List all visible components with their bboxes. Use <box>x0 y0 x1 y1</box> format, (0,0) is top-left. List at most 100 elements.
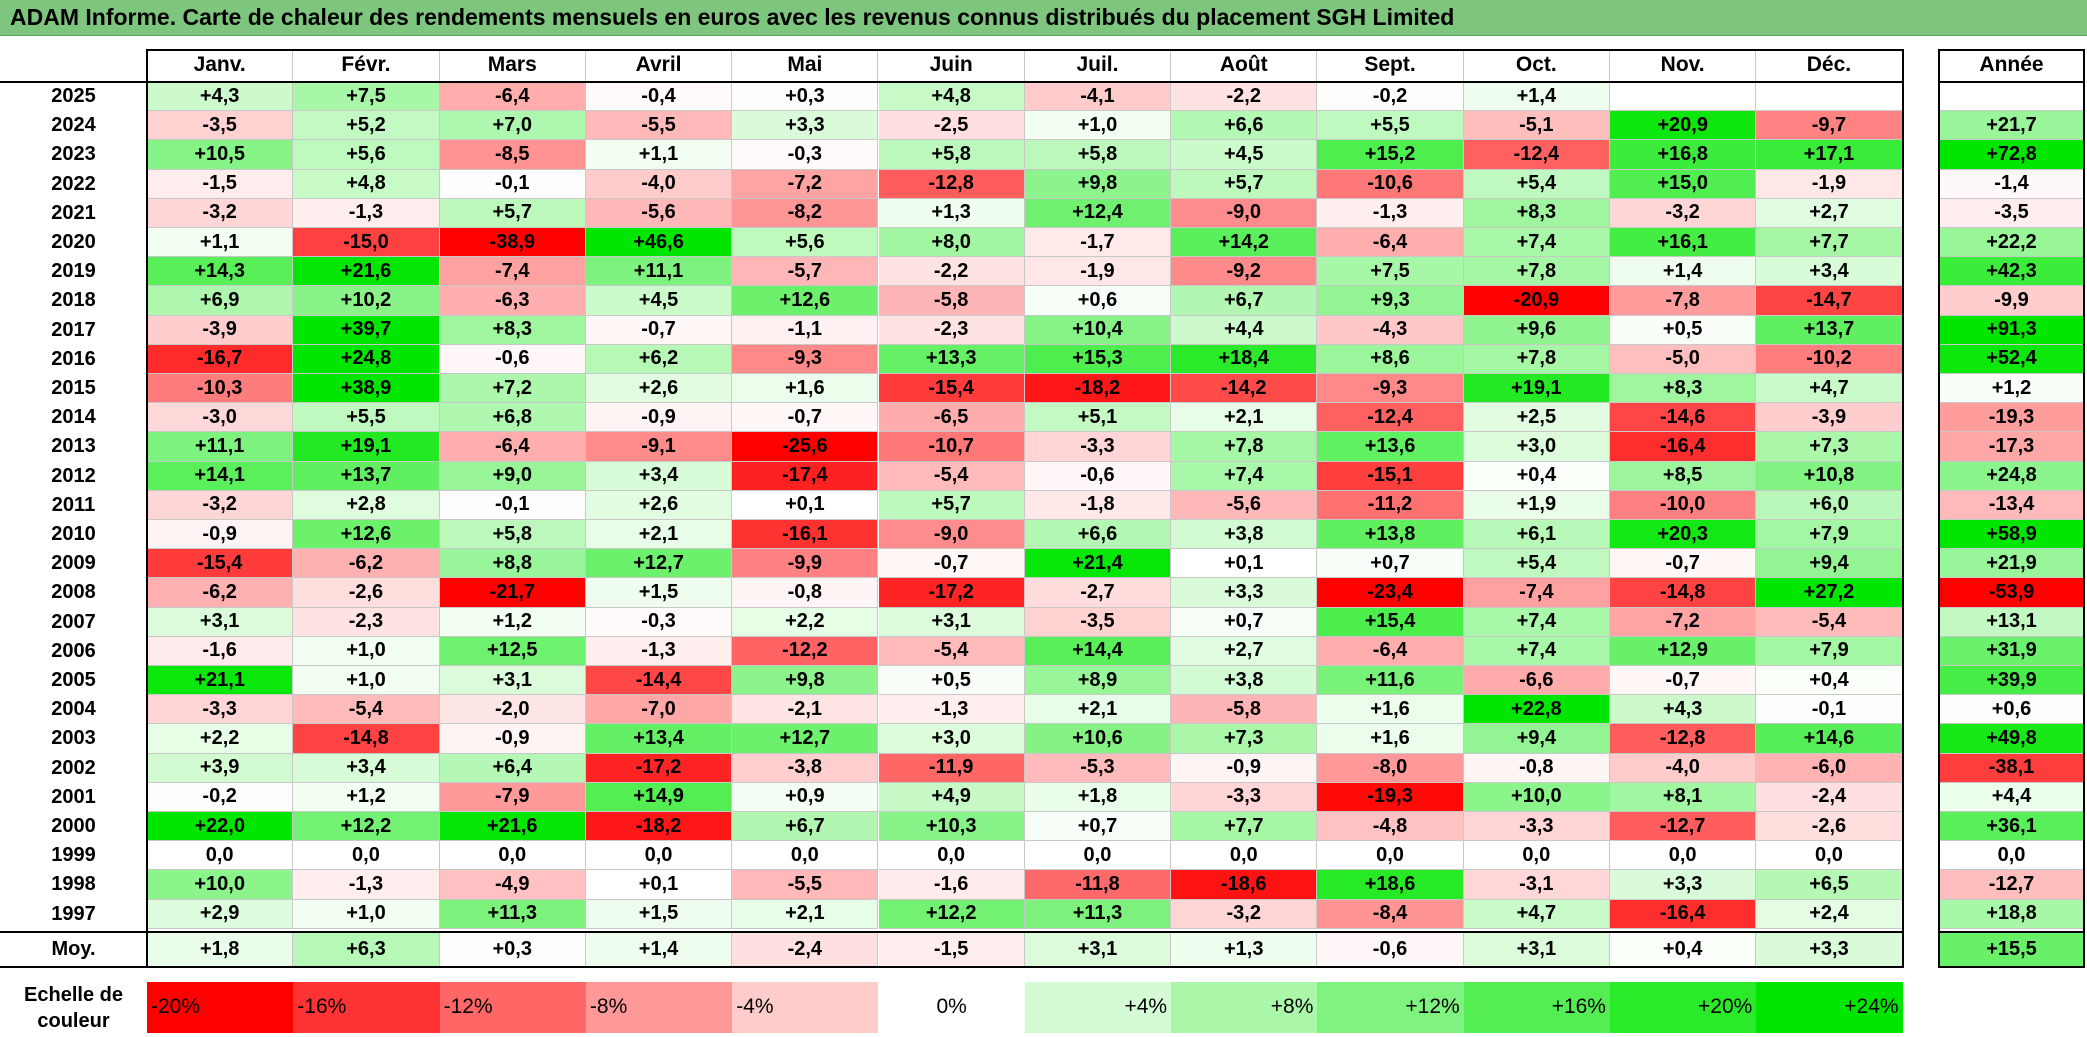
heatmap-cell: +0,9 <box>732 782 879 812</box>
heatmap-cell: +2,1 <box>732 899 879 929</box>
month-header: Sept. <box>1317 49 1464 82</box>
heatmap-cell: +12,6 <box>732 286 879 316</box>
heatmap-cell: +14,9 <box>585 782 733 812</box>
heatmap-cell: +6,0 <box>1756 490 1903 520</box>
heatmap-cell: +46,6 <box>585 228 733 258</box>
heatmap-cell: -18,2 <box>1024 374 1172 404</box>
heatmap-cell: +0,6 <box>1024 286 1172 316</box>
heatmap-cell: +6,1 <box>1463 520 1610 550</box>
heatmap-cell: +10,6 <box>1024 724 1172 754</box>
heatmap-cell: +9,4 <box>1463 724 1610 754</box>
heatmap-cell: +15,0 <box>1610 169 1757 199</box>
heatmap-cell: -3,0 <box>147 403 294 433</box>
heatmap-cell: -4,1 <box>1024 82 1172 112</box>
heatmap-cell: -0,4 <box>585 82 733 112</box>
page-title: ADAM Informe. Carte de chaleur des rende… <box>0 0 2087 36</box>
heatmap-cell: -16,4 <box>1610 432 1757 462</box>
heatmap-cell: -4,0 <box>585 169 733 199</box>
heatmap-cell: +2,7 <box>1171 636 1318 666</box>
heatmap-cell: +7,5 <box>293 82 440 112</box>
heatmap-cell: +1,2 <box>439 607 586 637</box>
heatmap-cell: -14,6 <box>1610 403 1757 433</box>
heatmap-cell: -8,0 <box>1317 753 1464 783</box>
heatmap-cell: 0,0 <box>1024 841 1172 871</box>
average-cell: +1,8 <box>147 932 294 967</box>
heatmap-cell: +6,8 <box>439 403 586 433</box>
heatmap-cell: +7,4 <box>1463 636 1610 666</box>
heatmap-cell: -1,9 <box>1756 169 1903 199</box>
heatmap-cell: +3,0 <box>878 724 1025 754</box>
heatmap-cell: -5,5 <box>732 870 879 900</box>
heatmap-cell: -0,2 <box>147 782 294 812</box>
heatmap-cell: +6,5 <box>1756 870 1903 900</box>
heatmap-cell: -0,6 <box>439 344 586 374</box>
heatmap-cell: -1,1 <box>732 315 879 345</box>
year-label: 2007 <box>51 610 96 633</box>
heatmap-cell: -4,9 <box>439 870 586 900</box>
month-header: Août <box>1171 49 1318 82</box>
average-cell: +6,3 <box>293 932 440 967</box>
heatmap-cell: +2,7 <box>1756 198 1903 228</box>
heatmap-cell: +4,8 <box>878 82 1025 112</box>
heatmap-cell: +22,8 <box>1463 695 1610 725</box>
heatmap-cell: -5,8 <box>878 286 1025 316</box>
heatmap-cell: -0,7 <box>585 315 733 345</box>
heatmap-cell: +20,9 <box>1610 111 1757 141</box>
heatmap-cell: +0,7 <box>1171 607 1318 637</box>
annual-cell: +0,6 <box>1939 695 2085 725</box>
heatmap-cell: +7,8 <box>1463 344 1610 374</box>
heatmap-cell: +2,4 <box>1756 899 1903 929</box>
heatmap-cell: +10,2 <box>293 286 440 316</box>
heatmap-cell: +0,1 <box>585 870 733 900</box>
heatmap-cell: +2,2 <box>732 607 879 637</box>
heatmap-cell: +5,2 <box>293 111 440 141</box>
heatmap-cell: -14,2 <box>1171 374 1318 404</box>
heatmap-cell: +2,1 <box>1024 695 1172 725</box>
heatmap-cell: +3,9 <box>147 753 294 783</box>
heatmap-cell: +5,4 <box>1463 549 1610 579</box>
heatmap-cell: +2,1 <box>585 520 733 550</box>
heatmap-cell: +1,0 <box>293 899 440 929</box>
annual-cell: +21,7 <box>1939 111 2085 141</box>
heatmap-cell: -16,7 <box>147 344 294 374</box>
heatmap-cell: +8,5 <box>1610 461 1757 491</box>
heatmap-cell: +0,7 <box>1024 812 1172 842</box>
heatmap-cell: -0,7 <box>878 549 1025 579</box>
heatmap-cell: -0,8 <box>732 578 879 608</box>
annual-cell: +58,9 <box>1939 520 2085 550</box>
heatmap-cell: +4,5 <box>585 286 733 316</box>
heatmap-cell: -21,7 <box>439 578 586 608</box>
heatmap-cell: +3,0 <box>1463 432 1610 462</box>
month-header: Avril <box>585 49 733 82</box>
year-label: 1998 <box>51 873 96 896</box>
heatmap-cell: +1,2 <box>293 782 440 812</box>
heatmap-cell: -2,3 <box>293 607 440 637</box>
heatmap-cell: +8,3 <box>1610 374 1757 404</box>
year-label: 2005 <box>51 669 96 692</box>
year-label: 2019 <box>51 260 96 283</box>
heatmap-cell: -0,7 <box>1610 666 1757 696</box>
heatmap-cell: -3,9 <box>147 315 294 345</box>
heatmap-cell: +22,0 <box>147 812 294 842</box>
heatmap-cell: -5,6 <box>585 198 733 228</box>
heatmap-cell: +16,8 <box>1610 140 1757 170</box>
annual-cell: +52,4 <box>1939 344 2085 374</box>
heatmap-cell: -2,0 <box>439 695 586 725</box>
heatmap-cell: +12,4 <box>1024 198 1172 228</box>
heatmap-cell: +14,3 <box>147 257 294 287</box>
annual-cell: -12,7 <box>1939 870 2085 900</box>
heatmap-cell: +13,7 <box>1756 315 1903 345</box>
heatmap-cell: +7,5 <box>1317 257 1464 287</box>
heatmap-cell: -9,0 <box>878 520 1025 550</box>
year-label: 2020 <box>51 231 96 254</box>
heatmap-cell: -15,4 <box>147 549 294 579</box>
heatmap-cell: +3,1 <box>147 607 294 637</box>
annual-cell: +91,3 <box>1939 315 2085 345</box>
heatmap-cell: -3,5 <box>1024 607 1172 637</box>
heatmap-cell: -4,3 <box>1317 315 1464 345</box>
heatmap-cell: +20,3 <box>1610 520 1757 550</box>
heatmap-cell: -8,5 <box>439 140 586 170</box>
heatmap-cell: -3,2 <box>1610 198 1757 228</box>
month-header: Mars <box>439 49 586 82</box>
annual-cell: -1,4 <box>1939 169 2085 199</box>
